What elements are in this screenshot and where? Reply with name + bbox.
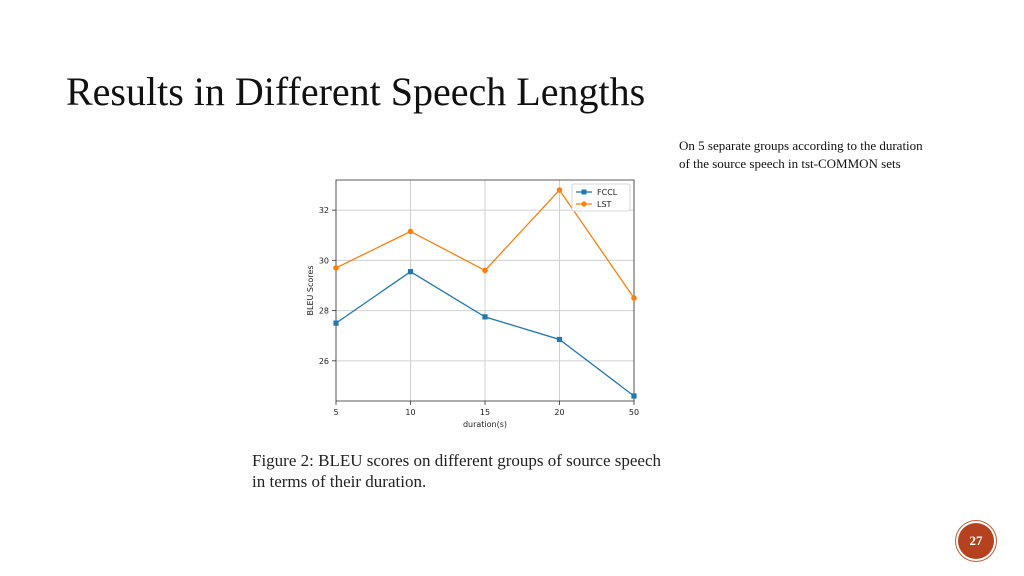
description-note: On 5 separate groups according to the du… [679,137,979,173]
page-number-badge: 27 [958,523,994,559]
data-point-lst [556,187,563,193]
legend-label-lst: LST [597,200,612,209]
x-axis-label: duration(s) [463,420,507,429]
data-point-fccl [482,314,488,320]
y-tick-label: 26 [319,357,329,366]
legend-marker-fccl [581,189,587,195]
note-line: On 5 separate groups according to the du… [679,138,923,153]
x-tick-label: 10 [405,408,415,417]
legend-label-fccl: FCCL [597,188,618,197]
data-point-lst [631,295,637,301]
data-point-lst [407,228,414,235]
chart-canvas: 5 10 15 20 50 26 28 30 32 duration(s) BLEU Scores F… [306,179,639,429]
data-point-fccl [407,269,414,275]
data-point-lst [482,267,488,274]
y-axis-label: BLEU Scores [306,266,315,316]
y-tick-label: 30 [319,256,329,265]
x-tick-label: 50 [629,408,639,417]
x-tick-label: 5 [333,408,338,417]
data-point-fccl [333,320,339,326]
y-tick-label: 28 [319,307,329,316]
legend-marker-lst [581,201,587,207]
caption-line: in terms of their duration. [252,472,427,491]
y-tick-label: 32 [319,206,329,215]
slide-title: Results in Different Speech Lengths [66,69,646,114]
data-point-lst [333,265,339,271]
data-point-fccl [556,336,563,343]
x-tick-label: 15 [480,408,490,417]
x-tick-label: 20 [554,408,564,417]
data-point-fccl [631,393,637,399]
note-line: of the source speech in tst-COMMON sets [679,156,901,171]
bleu-line-chart: 5 10 15 20 50 26 28 30 32 duration(s) BLEU Scores F… [300,170,645,438]
caption-line: Figure 2: BLEU scores on different group… [252,451,661,470]
figure-caption: Figure 2: BLEU scores on different group… [252,450,722,492]
page-number: 27 [969,533,983,548]
